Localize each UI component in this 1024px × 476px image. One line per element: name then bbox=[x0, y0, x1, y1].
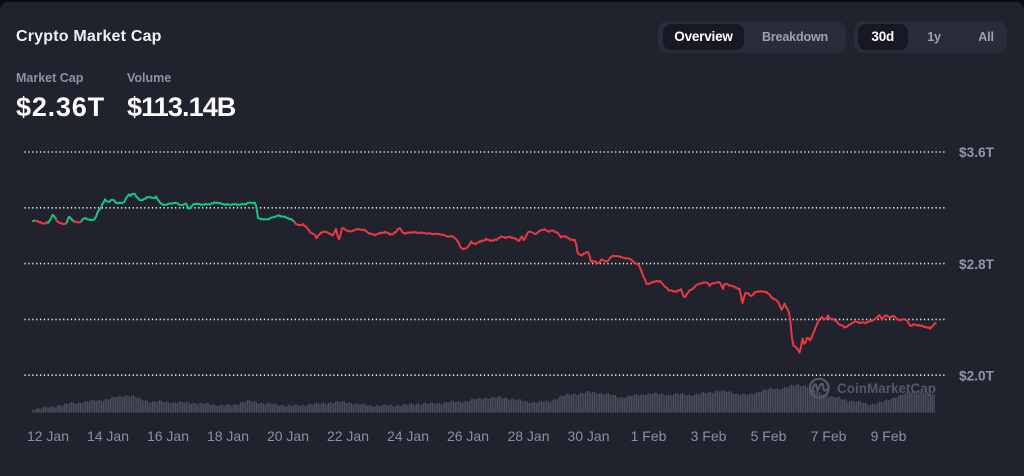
svg-text:16 Jan: 16 Jan bbox=[147, 428, 189, 444]
svg-text:$2.8T: $2.8T bbox=[959, 257, 995, 272]
svg-text:26 Jan: 26 Jan bbox=[447, 428, 489, 444]
svg-text:$2.0T: $2.0T bbox=[959, 368, 995, 383]
svg-text:CoinMarketCap: CoinMarketCap bbox=[837, 381, 936, 396]
svg-text:30 Jan: 30 Jan bbox=[567, 428, 609, 444]
svg-text:5 Feb: 5 Feb bbox=[751, 428, 787, 444]
svg-text:22 Jan: 22 Jan bbox=[327, 428, 369, 444]
svg-text:18 Jan: 18 Jan bbox=[207, 428, 249, 444]
svg-text:12 Jan: 12 Jan bbox=[27, 428, 69, 444]
svg-text:9 Feb: 9 Feb bbox=[871, 428, 907, 444]
svg-text:20 Jan: 20 Jan bbox=[267, 428, 309, 444]
svg-text:7 Feb: 7 Feb bbox=[811, 428, 847, 444]
svg-text:28 Jan: 28 Jan bbox=[507, 428, 549, 444]
svg-text:$3.6T: $3.6T bbox=[959, 145, 995, 160]
svg-text:3 Feb: 3 Feb bbox=[691, 428, 727, 444]
svg-text:14 Jan: 14 Jan bbox=[87, 428, 129, 444]
svg-text:24 Jan: 24 Jan bbox=[387, 428, 429, 444]
svg-text:1 Feb: 1 Feb bbox=[631, 428, 667, 444]
